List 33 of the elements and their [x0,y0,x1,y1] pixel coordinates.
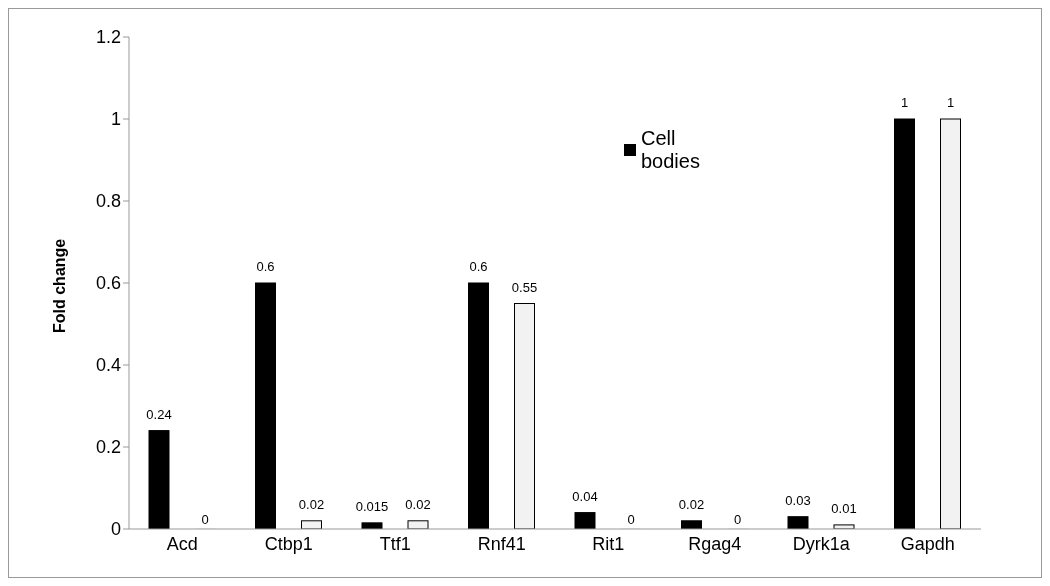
y-tick-label: 0.4 [95,355,121,376]
data-label: 0 [733,512,742,527]
data-label: 0.01 [831,500,857,516]
y-axis-title: Fold change [50,238,68,333]
x-tick-label: Rit1 [592,533,625,554]
data-label: 0.02 [678,496,705,512]
x-tick-label: Dyrk1a [792,533,851,554]
x-tick-label: Rnf41 [477,533,526,554]
data-label: 0 [627,512,635,527]
data-label: 0 [201,512,209,527]
x-tick-label: Ttf1 [379,533,411,554]
data-label: 0.04 [572,488,598,504]
y-tick-label: 1 [110,109,121,130]
x-tick-label: Gapdh [900,533,955,554]
x-tick-label: Acd [166,533,198,554]
y-tick-label: 0.2 [95,437,121,458]
y-tick-label: 0 [110,519,121,540]
data-label: 0.6 [469,259,488,274]
data-label: 0.55 [511,279,538,295]
data-label: 0.015 [355,498,389,514]
legend-label: Cell bodies [641,127,701,173]
y-tick-label: 1.2 [95,27,121,48]
x-tick-label: Rgag4 [688,533,742,554]
data-label: 0.03 [785,492,811,508]
data-label: 1 [900,95,909,110]
y-tick-label: 0.8 [95,191,121,212]
x-tick-label: Ctbp1 [264,533,313,554]
data-label: 0.02 [405,496,431,512]
data-label: 0.24 [146,406,172,422]
data-label: 1 [946,95,955,110]
y-tick-label: 0.6 [95,273,121,294]
data-label: 0.02 [298,496,325,512]
data-label: 0.6 [256,259,275,274]
